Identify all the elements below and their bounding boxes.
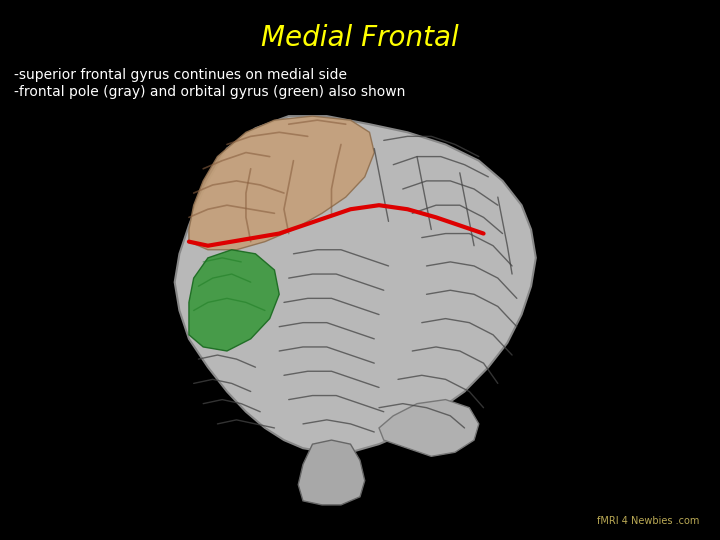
Polygon shape [189, 249, 279, 351]
Text: -frontal pole (gray) and orbital gyrus (green) also shown: -frontal pole (gray) and orbital gyrus (… [14, 85, 406, 99]
Text: -superior frontal gyrus continues on medial side: -superior frontal gyrus continues on med… [14, 68, 347, 82]
Polygon shape [175, 116, 536, 453]
Text: fMRI 4 Newbies .com: fMRI 4 Newbies .com [597, 516, 699, 526]
Polygon shape [298, 440, 365, 505]
Polygon shape [189, 116, 374, 249]
Text: Medial Frontal: Medial Frontal [261, 24, 459, 52]
Polygon shape [379, 400, 479, 456]
